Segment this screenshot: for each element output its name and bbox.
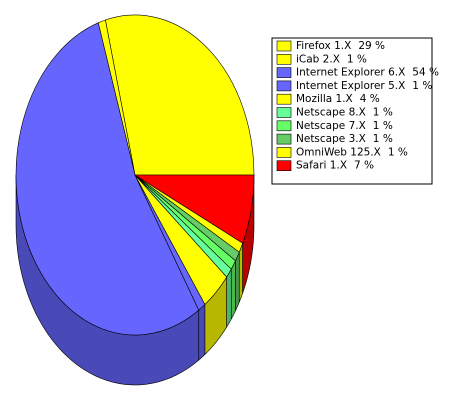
legend-name: Safari 1.X — [296, 160, 347, 172]
slice — [133, 174, 255, 244]
legend-swatch — [276, 160, 292, 171]
legend-value: 1 % — [373, 120, 393, 132]
legend-name: Mozilla 1.X — [296, 93, 353, 105]
legend-swatch — [276, 107, 292, 118]
legend-swatch — [276, 147, 292, 158]
slice-side — [226, 268, 232, 329]
legend-swatch — [276, 67, 292, 78]
legend-swatch — [276, 133, 292, 145]
legend-label: Internet Explorer 6.X 54 % — [296, 67, 439, 79]
slice-side — [230, 260, 236, 320]
legend-value: 29 % — [358, 40, 385, 52]
legend-label: Netscape 3.X 1 % — [296, 133, 393, 145]
slice — [105, 14, 255, 176]
legend-name: Internet Explorer 6.X — [296, 67, 405, 79]
legend-name: OmniWeb 125.X — [296, 146, 381, 158]
legend-value: 7 % — [354, 160, 374, 172]
pie — [15, 14, 255, 386]
legend-value: 4 % — [360, 93, 380, 105]
legend-label: Mozilla 1.X 4 % — [296, 93, 380, 105]
legend-label: Netscape 7.X 1 % — [296, 120, 393, 132]
legend-name: Firefox 1.X — [296, 40, 351, 52]
legend-swatch — [276, 120, 292, 132]
legend-label: iCab 2.X 1 % — [296, 53, 367, 65]
slice-side — [198, 303, 206, 361]
legend-value: 1 % — [388, 146, 408, 158]
legend-name: Internet Explorer 5.X — [296, 80, 405, 92]
legend-value: 1 % — [412, 80, 432, 92]
legend-box — [271, 37, 433, 185]
legend-label: Internet Explorer 5.X 1 % — [296, 80, 432, 92]
legend-label: OmniWeb 125.X 1 % — [296, 146, 408, 158]
legend-swatch — [276, 40, 292, 52]
legend-value: 54 % — [412, 67, 439, 79]
slice — [15, 22, 200, 336]
legend-value: 1 % — [373, 107, 393, 119]
legend-value: 1 % — [373, 133, 393, 145]
legend-swatch — [276, 53, 292, 65]
legend-name: Netscape 3.X — [296, 133, 366, 145]
legend-name: Netscape 7.X — [296, 120, 366, 132]
slice-side — [235, 251, 240, 311]
legend-name: iCab 2.X — [296, 53, 340, 65]
legend: Firefox 1.X 29 %iCab 2.X 1 %Internet Explo… — [276, 40, 439, 172]
legend-swatch — [276, 80, 292, 92]
legend-value: 1 % — [347, 53, 367, 65]
legend-swatch — [276, 93, 292, 105]
legend-label: Safari 1.X 7 % — [296, 160, 374, 172]
slice-side — [238, 243, 243, 303]
legend-label: Netscape 8.X 1 % — [296, 107, 393, 119]
legend-label: Firefox 1.X 29 % — [296, 40, 385, 52]
legend-name: Netscape 8.X — [296, 107, 366, 119]
